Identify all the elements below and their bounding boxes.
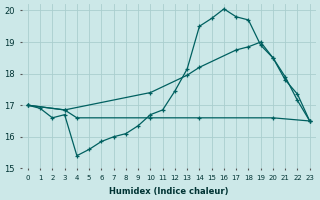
X-axis label: Humidex (Indice chaleur): Humidex (Indice chaleur) — [109, 187, 228, 196]
